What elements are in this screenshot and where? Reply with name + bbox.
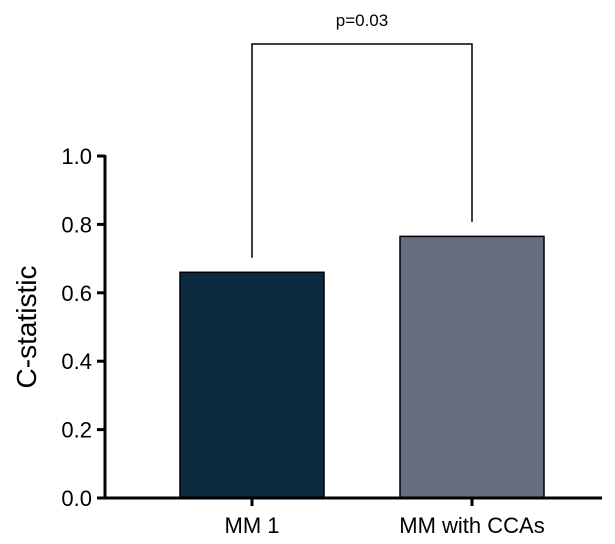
x-axis: MM 1 MM with CCAs [97,496,602,538]
significance-bracket-line [251,43,473,258]
y-tick-label: 1.0 [61,144,92,169]
y-axis-label: C-statistic [11,266,42,389]
significance-bracket: p=0.03 [251,11,473,258]
x-tick-label: MM with CCAs [399,513,544,538]
x-tick-label: MM 1 [225,513,280,538]
bars-group [179,235,545,499]
significance-label: p=0.03 [336,11,388,30]
y-tick-label: 0.2 [61,418,92,443]
y-tick-label: 0.4 [61,349,92,374]
y-tick-label: 0.0 [61,486,92,511]
bar-mm-1 [179,271,325,499]
y-axis: 0.0 0.2 0.4 0.6 0.8 1.0 [61,144,107,511]
y-tick-label: 0.6 [61,281,92,306]
y-tick-label: 0.8 [61,212,92,237]
bar-mm-with-ccas [399,235,545,499]
